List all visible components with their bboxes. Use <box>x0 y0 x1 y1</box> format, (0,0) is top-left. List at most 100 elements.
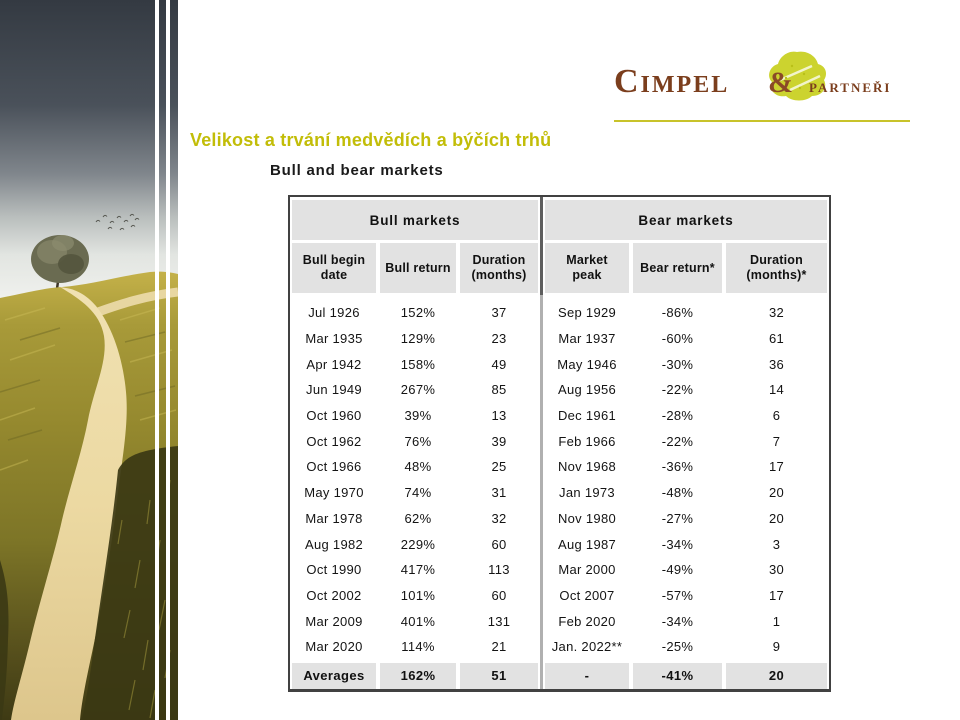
table-cell: Mar 2020 <box>305 639 363 655</box>
averages-cell: 51 <box>460 662 538 689</box>
table-cell: -86% <box>661 305 694 321</box>
table-cell: 31 <box>491 485 507 501</box>
table-cell: 229% <box>400 536 436 552</box>
table-cell: 37 <box>491 305 507 321</box>
table-cell: Sep 1929 <box>557 305 617 321</box>
table-cell: 401% <box>400 613 436 629</box>
company-logo: Cimpel & partneři <box>614 51 910 122</box>
table-cell: May 1946 <box>557 356 617 372</box>
table-cell: Mar 2000 <box>558 562 616 578</box>
averages-cell: -41% <box>633 662 722 689</box>
table-cell: Oct 1962 <box>306 433 362 449</box>
group-header-bull: Bull markets <box>292 200 538 240</box>
table-cell: 13 <box>491 408 507 424</box>
table-cell: 20 <box>768 510 785 526</box>
landscape-photo <box>0 0 178 720</box>
logo-name-main: Cimpel <box>614 63 730 100</box>
table-subheader-row: Bull begin date Bull return Duration (mont… <box>290 243 829 293</box>
table-cell: 39% <box>404 408 432 424</box>
table-cell: -27% <box>661 510 694 526</box>
table-cell: Mar 1937 <box>558 331 616 347</box>
table-cell: -57% <box>661 587 694 603</box>
table-cell: 62% <box>404 510 432 526</box>
column-header: Bear return* <box>633 243 722 293</box>
table-row: Mar 1978 62% 32 Nov 1980 -27% 20 <box>290 506 829 532</box>
table-row: Oct 1990 417% 113 Mar 2000 -49% 30 <box>290 557 829 583</box>
table-cell: 61 <box>768 331 785 347</box>
table-cell: Feb 1966 <box>558 433 616 449</box>
table-cell: Dec 1961 <box>557 408 617 424</box>
table-cell: Oct 2007 <box>559 587 615 603</box>
table-row: Jun 1949 267% 85 Aug 1956 -22% 14 <box>290 377 829 403</box>
table-row: Mar 2009 401% 131 Feb 2020 -34% 1 <box>290 608 829 634</box>
photo-separator-line <box>166 0 170 720</box>
table-cell: 129% <box>400 331 436 347</box>
table-cell: Aug 1956 <box>557 382 617 398</box>
table-cell: 417% <box>400 562 436 578</box>
slide-title: Velikost a trvání medvědích a býčích trh… <box>190 130 552 150</box>
column-header: Bull return <box>380 243 456 293</box>
table-row: Jul 1926 152% 37 Sep 1929 -86% 32 <box>290 300 829 326</box>
table-cell: Jul 1926 <box>308 305 360 321</box>
table-cell: -48% <box>661 485 694 501</box>
table-cell: Mar 2009 <box>305 613 363 629</box>
table-cell: -30% <box>661 356 694 372</box>
table-cell: 3 <box>772 536 781 552</box>
table-cell: 14 <box>768 382 785 398</box>
averages-cell: 162% <box>380 662 456 689</box>
table-row: Oct 1966 48% 25 Nov 1968 -36% 17 <box>290 454 829 480</box>
table-cell: 39 <box>491 433 507 449</box>
table-cell: 7 <box>772 433 781 449</box>
table-cell: 23 <box>491 331 507 347</box>
table-body: Jul 1926 152% 37 Sep 1929 -86% 32 Mar 1935 129%… <box>290 300 829 660</box>
column-header: Duration (months) <box>460 243 538 293</box>
tree-icon <box>31 235 89 290</box>
table-cell: 114% <box>401 639 435 655</box>
table-cell: 113 <box>488 562 510 578</box>
table-cell: Mar 1935 <box>305 331 363 347</box>
table-cell: 152% <box>400 305 436 321</box>
table-row: Mar 2020 114% 21 Jan. 2022** -25% 9 <box>290 634 829 660</box>
table-cell: Aug 1987 <box>557 536 617 552</box>
table-cell: 131 <box>487 613 511 629</box>
table-cell: 6 <box>772 408 781 424</box>
table-cell: Apr 1942 <box>306 356 362 372</box>
table-cell: 1 <box>772 613 781 629</box>
table-cell: -25% <box>661 639 694 655</box>
table-title: Bull and bear markets <box>270 162 444 179</box>
column-header: Bull begin date <box>292 243 376 293</box>
averages-cell: 20 <box>726 662 827 689</box>
bull-bear-table: Bull markets Bear markets Bull begin dat… <box>288 195 831 692</box>
table-cell: -22% <box>661 433 694 449</box>
table-cell: 21 <box>491 639 507 655</box>
table-cell: Mar 1978 <box>305 510 363 526</box>
table-cell: 101% <box>400 587 436 603</box>
logo-ampersand: & <box>768 66 793 99</box>
table-cell: Aug 1982 <box>304 536 364 552</box>
table-cell: 76% <box>404 433 432 449</box>
table-cell: 25 <box>491 459 507 475</box>
table-row: Oct 1960 39% 13 Dec 1961 -28% 6 <box>290 403 829 429</box>
logo-name-sub: partneři <box>809 76 892 96</box>
table-row: Aug 1982 229% 60 Aug 1987 -34% 3 <box>290 531 829 557</box>
photo-separator-line <box>155 0 159 720</box>
table-cell: 267% <box>400 382 436 398</box>
table-cell: 60 <box>491 536 507 552</box>
averages-cell: - <box>545 662 629 689</box>
column-header: Duration (months)* <box>726 243 827 293</box>
table-cell: -36% <box>661 459 694 475</box>
table-cell: Jun 1949 <box>306 382 362 398</box>
table-cell: -49% <box>661 562 694 578</box>
table-cell: 32 <box>491 510 507 526</box>
table-cell: -60% <box>661 331 694 347</box>
table-cell: 85 <box>491 382 507 398</box>
table-cell: -34% <box>661 536 694 552</box>
table-group-header-row: Bull markets Bear markets <box>290 200 829 240</box>
birds-icon <box>95 213 140 231</box>
averages-cell: Averages <box>292 662 376 689</box>
table-row: May 1970 74% 31 Jan 1973 -48% 20 <box>290 480 829 506</box>
table-cell: 36 <box>768 356 785 372</box>
table-cell: 49 <box>491 356 507 372</box>
table-cell: Nov 1968 <box>557 459 617 475</box>
